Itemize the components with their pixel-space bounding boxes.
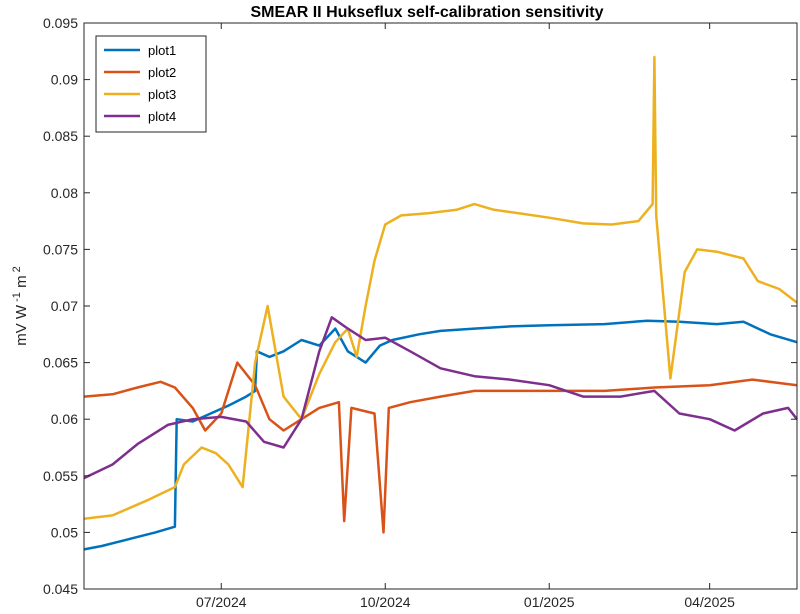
series-line-plot1 [83,319,798,551]
y-tick-label: 0.09 [51,72,78,88]
y-axis-label-sup1: -1 [11,292,23,305]
y-tick-label: 0.05 [51,524,78,540]
x-tick-label: 04/2025 [684,594,735,610]
x-tick-label: 07/2024 [196,594,247,610]
legend-label-plot1: plot1 [148,43,176,58]
y-tick-label: 0.065 [43,355,78,371]
y-tick-label: 0.045 [43,581,78,597]
y-tick-label: 0.085 [43,128,78,144]
legend-label-plot2: plot2 [148,65,176,80]
y-axis-label: mV W -1 m 2 [11,266,30,346]
y-tick-label: 0.055 [43,468,78,484]
legend-label-plot4: plot4 [148,109,176,124]
axes: 0.045 0.05 0.055 0.06 0.065 0.07 0.075 0.08 0.08… [43,15,798,610]
y-axis-label-sup2: 2 [11,266,23,275]
y-tick-label: 0.08 [51,185,78,201]
y-axis-label-part1: mV W [13,304,30,346]
legend-label-plot3: plot3 [148,87,176,102]
series-group [83,55,798,551]
series-line-plot3 [83,55,798,521]
y-tick-label: 0.06 [51,411,78,427]
chart-title: SMEAR II Hukseflux self-calibration sens… [251,4,604,21]
x-tick-label: 10/2024 [360,594,411,610]
y-tick-label: 0.07 [51,298,78,314]
x-tick-label: 01/2025 [524,594,575,610]
series-line-plot2 [83,361,798,534]
series-line-plot4 [83,316,798,480]
y-tick-label: 0.075 [43,241,78,257]
y-axis-label-part2: m [13,275,30,292]
legend: plot1 plot2 plot3 plot4 [95,35,207,133]
y-tick-label: 0.095 [43,15,78,31]
